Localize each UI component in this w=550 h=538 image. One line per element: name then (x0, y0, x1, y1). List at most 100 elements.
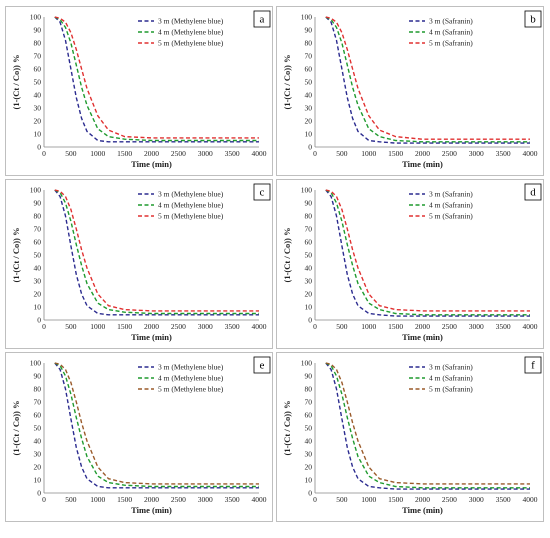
y-tick-label: 50 (305, 251, 313, 260)
y-tick-label: 80 (34, 385, 42, 394)
x-tick-label: 0 (42, 149, 46, 158)
series-line-3 (325, 16, 530, 140)
y-tick-label: 20 (34, 290, 42, 299)
y-tick-label: 50 (34, 78, 42, 87)
x-tick-label: 1500 (117, 149, 132, 158)
x-tick-label: 0 (313, 149, 317, 158)
y-tick-label: 40 (305, 91, 313, 100)
y-tick-label: 30 (34, 104, 42, 113)
x-tick-label: 1000 (90, 322, 105, 331)
x-tick-label: 1500 (388, 149, 403, 158)
legend-label: 5 m (Methylene blue) (158, 212, 224, 221)
y-tick-label: 70 (305, 52, 313, 61)
x-tick-label: 1500 (117, 495, 132, 504)
x-tick-label: 2500 (442, 322, 457, 331)
series-line-1 (325, 362, 530, 490)
y-tick-label: 20 (305, 117, 313, 126)
legend-label: 5 m (Safranin) (429, 212, 473, 221)
x-tick-label: 3000 (198, 149, 213, 158)
x-tick-label: 3500 (225, 322, 240, 331)
y-tick-label: 100 (301, 359, 313, 368)
series-line-3 (325, 362, 530, 485)
chart-panel-b: 0 10 20 30 40 50 60 70 80 90 100 0 500 1000 1500 2000 25… (276, 6, 544, 176)
y-tick-label: 30 (34, 450, 42, 459)
panel-label-box (524, 183, 542, 201)
legend-label: 4 m (Methylene blue) (158, 201, 224, 210)
x-tick-label: 4000 (252, 149, 267, 158)
y-tick-label: 40 (34, 264, 42, 273)
x-tick-label: 500 (65, 149, 77, 158)
series-line-2 (54, 16, 259, 142)
chart-panel-a: 0 10 20 30 40 50 60 70 80 90 100 0 500 1000 1500 2000 25… (5, 6, 273, 176)
x-tick-label: 2500 (171, 149, 186, 158)
x-tick-label: 3000 (198, 322, 213, 331)
y-axis-title: (1-(Ct / Co)) % (282, 228, 292, 283)
panel-label-box (253, 356, 271, 374)
y-tick-label: 100 (30, 186, 42, 195)
y-tick-label: 80 (305, 385, 313, 394)
y-tick-label: 0 (37, 489, 41, 498)
series-line-1 (54, 189, 259, 316)
legend-label: 5 m (Safranin) (429, 39, 473, 48)
legend-label: 4 m (Safranin) (429, 28, 473, 37)
series-line-2 (54, 189, 259, 315)
x-tick-label: 3500 (225, 495, 240, 504)
y-tick-label: 30 (305, 277, 313, 286)
x-axis-title: Time (min) (131, 505, 172, 515)
x-tick-label: 3500 (496, 149, 511, 158)
y-tick-label: 90 (34, 26, 42, 35)
y-tick-label: 40 (305, 264, 313, 273)
y-axis-title: (1-(Ct / Co)) % (11, 228, 21, 283)
series-line-2 (325, 16, 530, 143)
y-tick-label: 20 (34, 117, 42, 126)
panel-label: b (530, 14, 536, 26)
legend-label: 3 m (Methylene blue) (158, 190, 224, 199)
panel-label: d (530, 187, 536, 199)
y-tick-label: 0 (308, 316, 312, 325)
y-tick-label: 80 (34, 39, 42, 48)
y-tick-label: 50 (305, 424, 313, 433)
y-tick-label: 40 (305, 437, 313, 446)
x-tick-label: 500 (336, 495, 348, 504)
y-tick-label: 100 (301, 13, 313, 22)
x-tick-label: 2500 (171, 495, 186, 504)
y-tick-label: 40 (34, 437, 42, 446)
y-axis-title: (1-(Ct / Co)) % (282, 55, 292, 110)
chart-panel-f: 0 10 20 30 40 50 60 70 80 90 100 0 500 1000 1500 2000 25… (276, 352, 544, 522)
y-tick-label: 80 (34, 212, 42, 221)
y-tick-label: 0 (37, 143, 41, 152)
x-tick-label: 3000 (469, 149, 484, 158)
x-tick-label: 500 (65, 322, 77, 331)
x-axis-title: Time (min) (131, 159, 172, 169)
y-tick-label: 0 (37, 316, 41, 325)
y-tick-label: 60 (34, 238, 42, 247)
y-axis-title: (1-(Ct / Co)) % (282, 401, 292, 456)
x-tick-label: 4000 (252, 495, 267, 504)
legend-label: 3 m (Methylene blue) (158, 363, 224, 372)
x-tick-label: 2500 (442, 149, 457, 158)
series-line-1 (325, 16, 530, 144)
legend-label: 4 m (Methylene blue) (158, 28, 224, 37)
series-line-2 (54, 362, 259, 488)
x-axis-title: Time (min) (402, 332, 443, 342)
x-tick-label: 3500 (496, 495, 511, 504)
legend-label: 5 m (Methylene blue) (158, 39, 224, 48)
x-tick-label: 3000 (469, 495, 484, 504)
legend-label: 4 m (Safranin) (429, 374, 473, 383)
y-tick-label: 80 (305, 39, 313, 48)
panel-label-box (524, 10, 542, 28)
series-line-3 (54, 362, 259, 485)
series-line-2 (325, 189, 530, 316)
x-tick-label: 3000 (469, 322, 484, 331)
y-tick-label: 70 (305, 398, 313, 407)
y-tick-label: 100 (30, 13, 42, 22)
legend-label: 3 m (Safranin) (429, 363, 473, 372)
series-line-1 (325, 189, 530, 317)
panel-label: c (260, 187, 265, 199)
chart-panel-c: 0 10 20 30 40 50 60 70 80 90 100 0 500 1000 1500 2000 25… (5, 179, 273, 349)
y-tick-label: 90 (305, 199, 313, 208)
x-tick-label: 1500 (117, 322, 132, 331)
